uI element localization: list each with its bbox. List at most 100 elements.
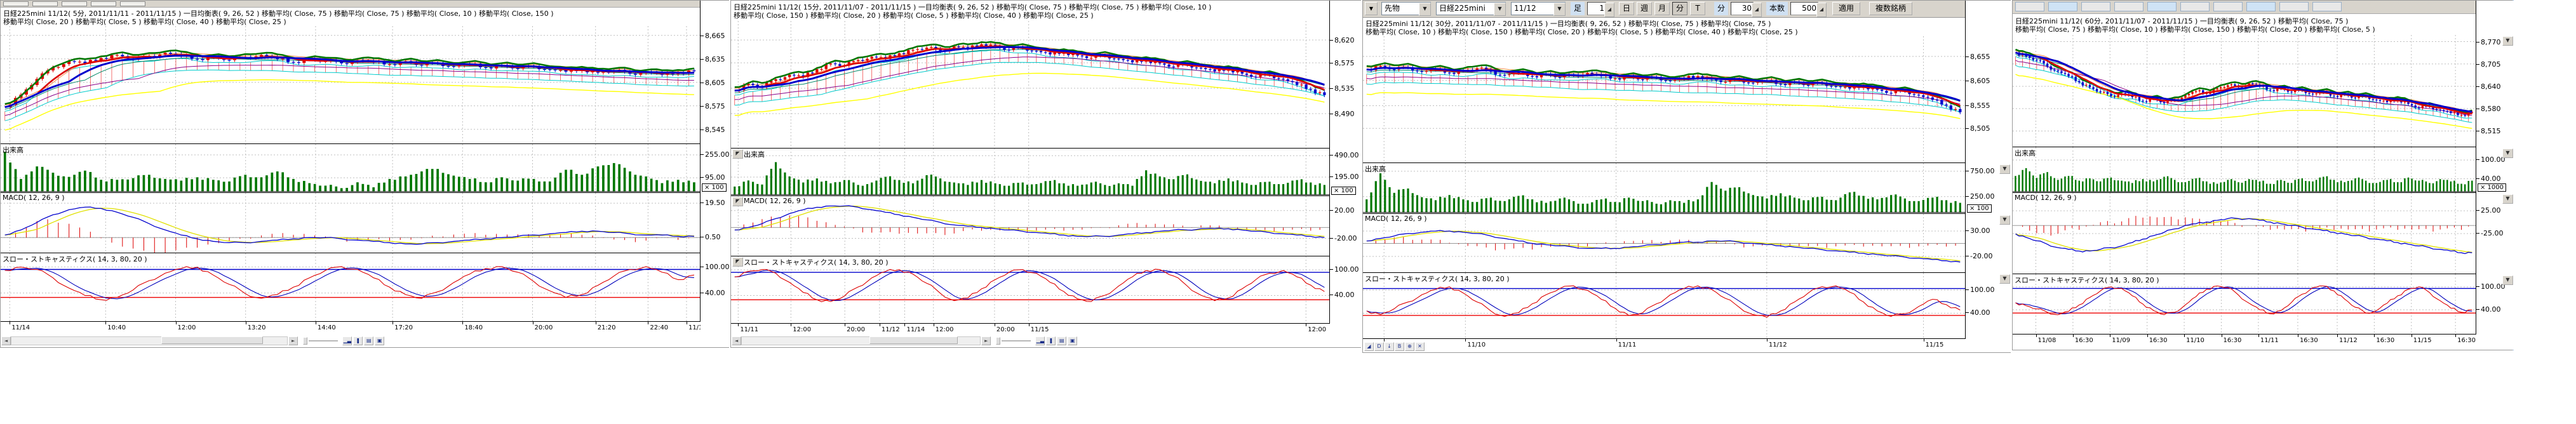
axis-label: 95.00 (705, 173, 725, 182)
pane-collapse-button[interactable]: ▼ (2502, 275, 2513, 285)
axis-label: 8,545 (705, 126, 725, 134)
main-chart-pane-canvas (1363, 36, 1965, 162)
axis-label: -20.00 (1334, 234, 1357, 242)
x-axis-label: 11/15 (1031, 326, 1049, 333)
axis-tick (1330, 155, 1333, 156)
bar-spacing-slider-track[interactable] (1002, 340, 1031, 341)
axis-label: 8,665 (705, 32, 725, 40)
axis-tick (2476, 233, 2479, 234)
x-axis-label: 16:30 (2149, 337, 2168, 344)
macd-pane-canvas (731, 196, 1329, 256)
x-axis-label: 16:30 (2457, 337, 2476, 344)
x-axis-label: 21:20 (598, 324, 616, 331)
pane-collapse-button[interactable]: ▼ (2502, 149, 2513, 158)
tool-button-1[interactable]: D (1374, 342, 1384, 351)
tool-button-5[interactable]: ✕ (1415, 342, 1425, 351)
axis-label: 100.00 (2481, 282, 2506, 291)
volume-multiplier-box: × 1000 (2478, 183, 2506, 192)
chart-type-button-1[interactable]: ❚ (1046, 336, 1056, 345)
axis-tick (2476, 178, 2479, 179)
scrollbar-right-arrow[interactable]: ► (981, 336, 991, 345)
tool-button-4[interactable]: ⊕ (1405, 342, 1414, 351)
x-axis: 11/1112:0020:0011/1211/1412:0020:0011/15… (731, 323, 1330, 335)
scrollbar-left-arrow[interactable]: ◄ (1, 336, 11, 345)
axis-label: 8,580 (2481, 105, 2501, 113)
axis-label: 8,620 (1334, 36, 1355, 44)
pane-collapse-button[interactable]: ◤ (732, 197, 743, 206)
x-axis-tick (2455, 335, 2456, 337)
stoch-pane-label: スロー・ストキャスティクス( 14, 3, 80, 20 ) (744, 257, 889, 267)
chart-type-button-3[interactable]: ▣ (375, 336, 384, 345)
x-axis-label: 11/11 (2260, 337, 2279, 344)
scrollbar-right-arrow[interactable]: ► (288, 336, 298, 345)
x-axis-tick (2337, 335, 2338, 337)
x-axis-tick (738, 324, 739, 326)
x-axis-label: 11/15 (2413, 337, 2432, 344)
x-axis-label: 22:40 (650, 324, 668, 331)
chart-workspace: 日経225mini 11/12( 5分, 2011/11/11 - 2011/1… (0, 0, 2576, 424)
chart-type-button-2[interactable]: ▤ (1057, 336, 1066, 345)
scrollbar-thumb[interactable] (869, 336, 958, 344)
axis-label: 8,575 (705, 102, 725, 110)
axis-label: 19.50 (705, 199, 725, 207)
volume-pane-label: 出来高 (2015, 148, 2036, 158)
axis-label: 195.00 (1334, 173, 1359, 181)
chart-type-button-1[interactable]: ❚ (353, 336, 363, 345)
chart-type-button-3[interactable]: ▣ (1068, 336, 1077, 345)
macd-pane-canvas (2013, 193, 2476, 274)
x-axis-label: 16:30 (2224, 337, 2242, 344)
axis-tick (1966, 105, 1969, 106)
x-axis-label: 10:40 (107, 324, 126, 331)
x-axis-tick (2184, 335, 2185, 337)
axis-tick (2476, 86, 2479, 87)
price-axis-column: 8,7708,7058,6408,5808,515100.0040.0025.0… (2476, 1, 2514, 350)
pane-collapse-button[interactable]: ▼ (2502, 36, 2513, 46)
x-axis-tick (1029, 324, 1030, 326)
chart-type-button-0[interactable]: ▁▃ (1035, 336, 1045, 345)
chart-type-button-0[interactable]: ▁▃ (342, 336, 352, 345)
axis-tick (2476, 42, 2479, 43)
axis-label: 8,505 (1970, 124, 1990, 133)
bar-spacing-slider-handle[interactable] (303, 337, 307, 345)
bar-spacing-slider-handle[interactable] (996, 337, 1000, 345)
axis-label: 20.00 (1334, 206, 1355, 215)
scrollbar-left-arrow[interactable]: ◄ (732, 336, 741, 345)
axis-label: 40.00 (705, 289, 725, 297)
macd-pane: MACD( 12, 26, 9 ) (1363, 213, 1965, 273)
bar-spacing-slider-track[interactable] (309, 340, 338, 341)
axis-tick (701, 202, 704, 203)
chart-bottom-bar: ◄ ► ▁▃❚▤▣ (1, 336, 728, 346)
tool-button-2[interactable]: ↓ (1385, 342, 1394, 351)
scrollbar-thumb[interactable] (161, 336, 264, 344)
volume-pane: 出来高 (1363, 162, 1965, 214)
chart-type-button-2[interactable]: ▤ (364, 336, 373, 345)
axis-tick (1330, 88, 1333, 89)
chart-bottom-bar: ◄ ► ▁▃❚▤▣ (731, 336, 1360, 346)
axis-label: 0.50 (705, 233, 721, 241)
x-axis-tick (392, 322, 393, 324)
pane-collapse-button[interactable]: ▼ (1999, 274, 2010, 284)
main-chart-pane-canvas (2013, 35, 2476, 147)
axis-label: 100.00 (2481, 156, 2506, 164)
pane-collapse-button[interactable]: ▼ (1999, 215, 2010, 225)
axis-label: -20.00 (1970, 252, 1992, 260)
axis-label: 8,705 (2481, 60, 2501, 69)
x-axis-label: 11/12 (882, 326, 900, 333)
x-axis-label: 16:30 (2376, 337, 2394, 344)
pane-collapse-button[interactable]: ▼ (1999, 164, 2010, 174)
pane-collapse-button[interactable]: ▼ (2502, 194, 2513, 204)
x-axis-label: 20:00 (847, 326, 865, 333)
axis-label: 100.00 (1970, 286, 1995, 294)
x-axis-label: 11/12 (2339, 337, 2358, 344)
x-axis-label: 16:30 (2075, 337, 2093, 344)
axis-label: 8,605 (705, 79, 725, 87)
pane-collapse-button[interactable]: ◤ (732, 149, 743, 159)
volume-pane-label: 出来高 (744, 149, 765, 159)
x-axis-label: 11/08 (2038, 337, 2056, 344)
x-axis-label: 11/14 (11, 324, 30, 331)
tool-button-0[interactable]: ◢ (1364, 342, 1374, 351)
macd-pane-canvas (1363, 214, 1965, 273)
pane-collapse-button[interactable]: ◤ (732, 257, 743, 267)
x-axis-label: 20:00 (996, 326, 1015, 333)
tool-button-3[interactable]: B (1395, 342, 1404, 351)
